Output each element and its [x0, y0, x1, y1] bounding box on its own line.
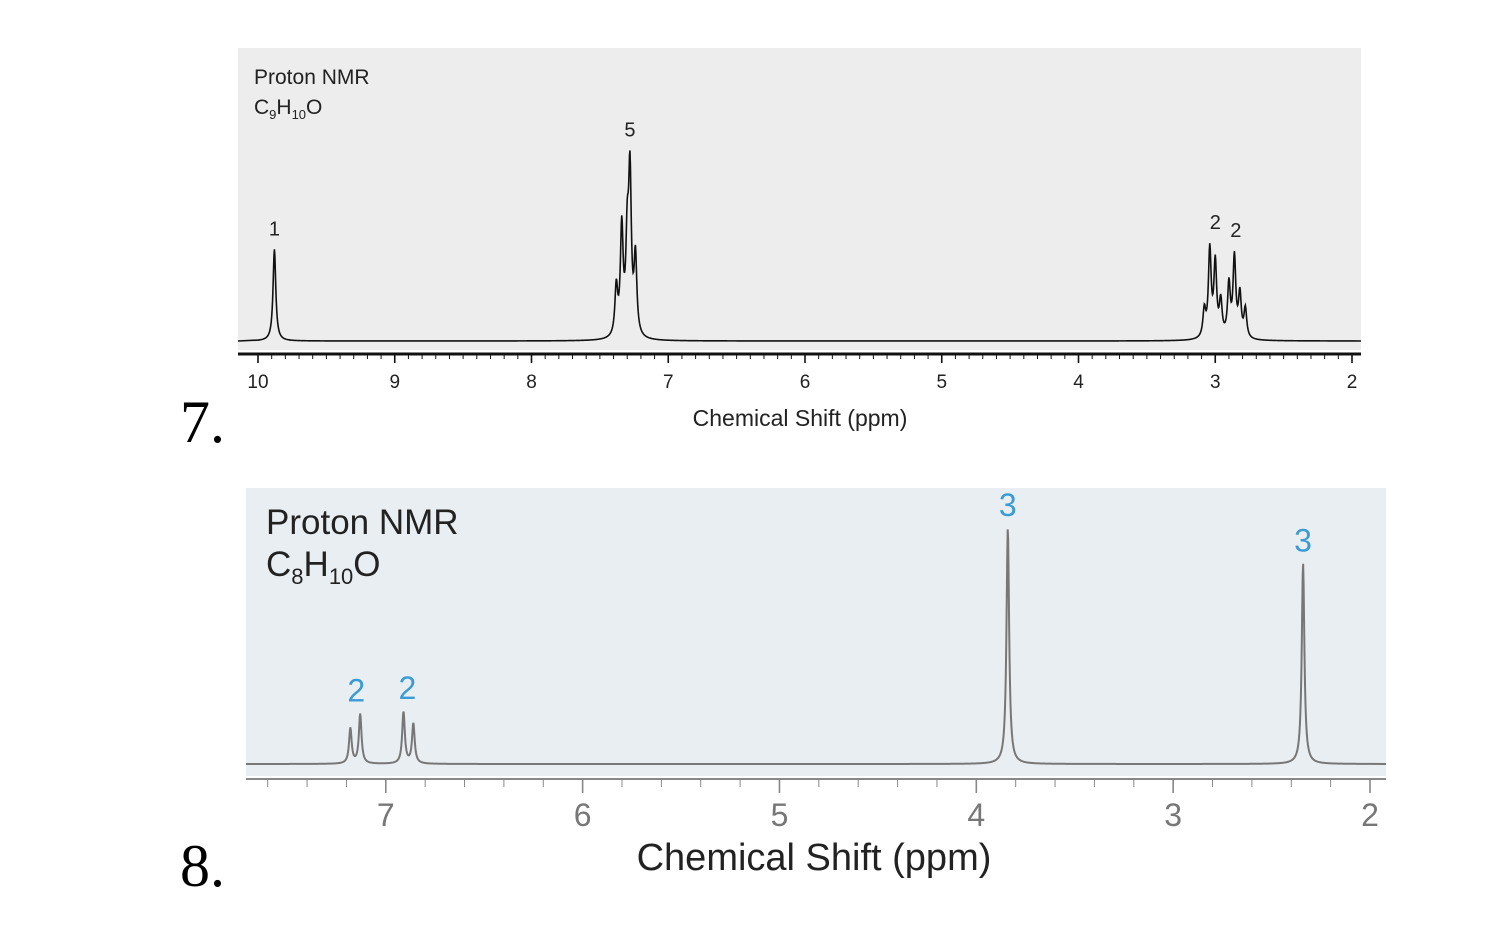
- chart-1-background: [238, 48, 1361, 350]
- chart-2-x-axis-label: Chemical Shift (ppm): [637, 837, 992, 879]
- x-tick-label: 9: [389, 372, 400, 393]
- chart-1-x-axis-label: Chemical Shift (ppm): [693, 405, 908, 431]
- problem-8-number: 8.: [180, 833, 225, 899]
- chart-2-formula: C8H10O: [266, 545, 381, 589]
- integration-label: 2: [399, 670, 417, 706]
- x-tick-label: 8: [526, 372, 537, 393]
- x-tick-label: 2: [1361, 797, 1379, 833]
- chart-1-formula: C9H10O: [254, 96, 322, 122]
- integration-label: 2: [1210, 212, 1221, 234]
- integration-label: 2: [347, 672, 365, 708]
- x-tick-label: 3: [1210, 372, 1221, 393]
- integration-label: 5: [624, 120, 635, 142]
- nmr-chart-1: Proton NMR C9H10O 10 9 8 7 6 5 4 3 2 152 2 Chemic…: [237, 48, 1362, 431]
- x-tick-label: 7: [663, 372, 674, 393]
- x-tick-label: 4: [1073, 372, 1084, 393]
- chart-1-spectrum-line: [237, 150, 1362, 342]
- integration-label: 3: [999, 487, 1017, 523]
- chart-1-integrations: 152 2: [269, 120, 1241, 242]
- x-tick-label: 5: [936, 372, 947, 393]
- integration-label: 3: [1294, 522, 1312, 558]
- x-tick-label: 6: [800, 372, 811, 393]
- chart-2-title: Proton NMR: [266, 503, 459, 542]
- x-tick-label: 3: [1164, 797, 1182, 833]
- chart-2-axis: [246, 778, 1386, 793]
- x-tick-label: 2: [1347, 372, 1358, 393]
- x-tick-label: 10: [247, 372, 268, 393]
- x-tick-label: 6: [574, 797, 592, 833]
- x-tick-label: 5: [771, 797, 789, 833]
- chart-1-title: Proton NMR: [254, 66, 370, 89]
- chart-2-spectrum-line: [245, 529, 1387, 765]
- problem-7-number: 7.: [180, 389, 225, 455]
- chart-1-tick-labels: 10 9 8 7 6 5 4 3 2: [247, 372, 1357, 393]
- chart-2-background: [246, 488, 1386, 776]
- chart-2-tick-labels: 7 6 5 4 3 2: [377, 797, 1379, 833]
- integration-label: 2: [1230, 220, 1241, 242]
- chart-2-integrations: 2 2 3 3: [347, 487, 1312, 708]
- integration-label: 1: [269, 218, 280, 240]
- x-tick-label: 4: [967, 797, 985, 833]
- chart-1-axis: [238, 352, 1361, 363]
- x-tick-label: 7: [377, 797, 395, 833]
